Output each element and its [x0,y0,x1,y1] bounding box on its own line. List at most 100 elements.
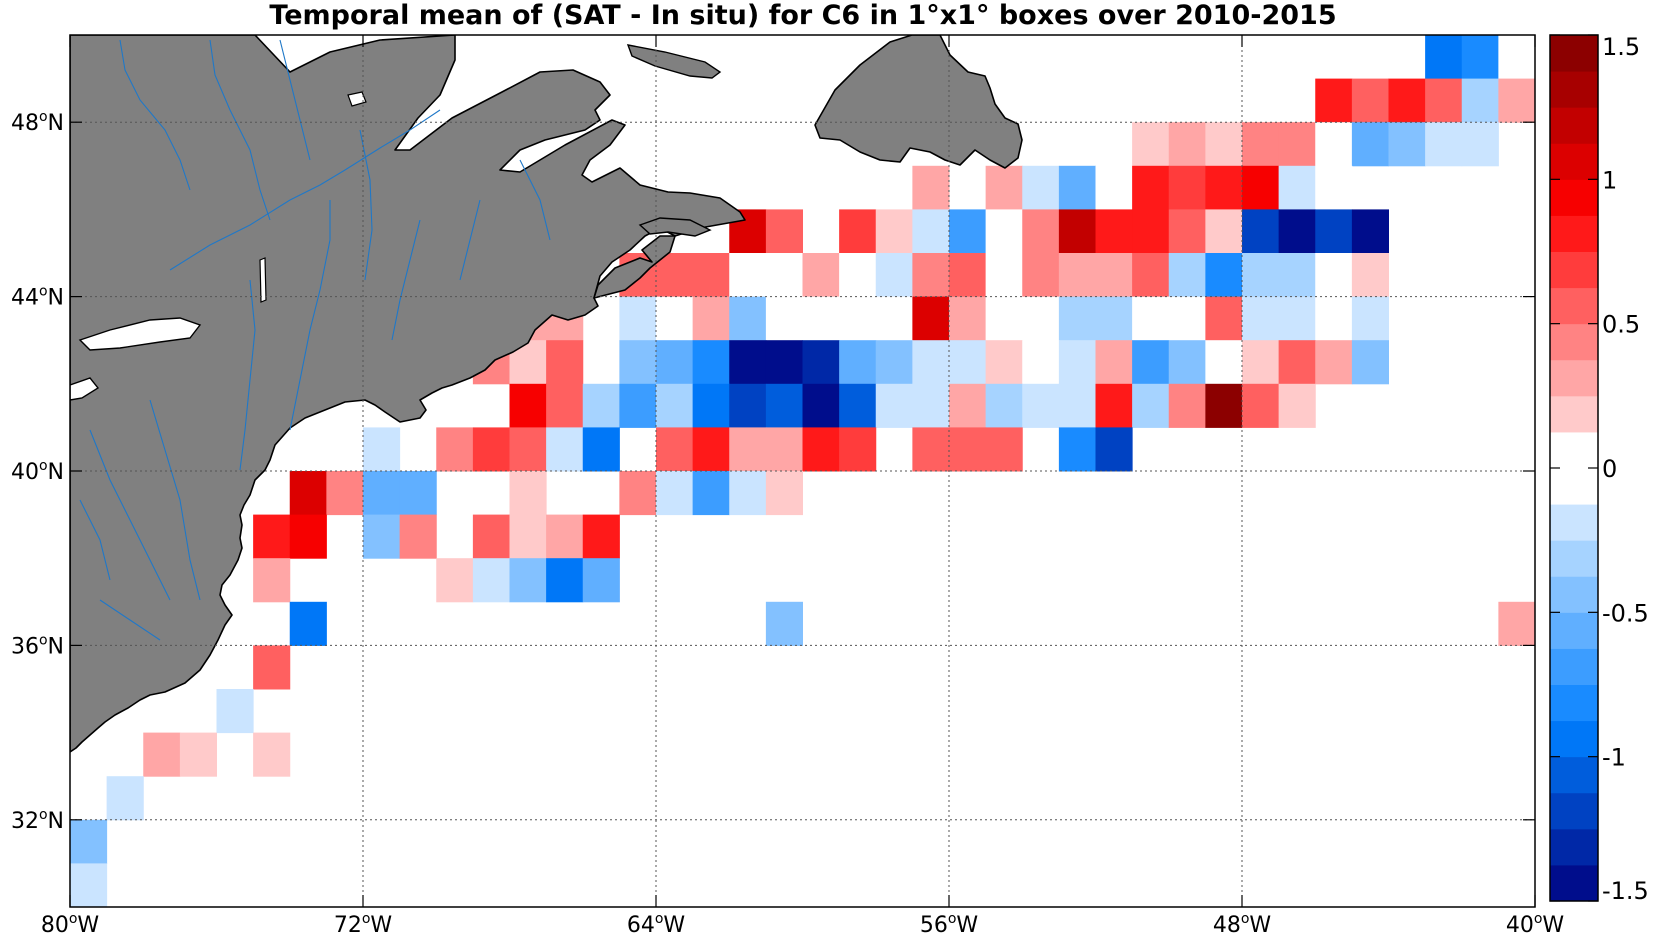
river [239,279,256,471]
x-tick-label: 56oW [920,911,979,938]
river [279,39,311,161]
heatmap-cell [1132,383,1170,428]
colorbar-segment [1550,215,1598,252]
x-tick-label: 40oW [1506,911,1565,938]
heatmap-cell [656,427,694,472]
colorbar-segment [1550,756,1598,794]
heatmap-cell [1498,601,1535,646]
heatmap-cell [1022,296,1060,341]
heatmap-cell [1351,78,1389,123]
heatmap-cell [1132,165,1170,210]
heatmap-cell [1095,296,1133,341]
heatmap-cell [509,471,547,516]
x-tick-label: 72oW [334,911,393,938]
heatmap-cell [1278,296,1316,341]
y-axis-ticks: 32oN 36oN 40oN 44oN 48oN [11,109,1535,834]
heatmap-cell [765,471,803,516]
heatmap-cell [1461,122,1499,167]
heatmap-cell [692,427,730,472]
y-tick-label: 36oN [11,632,64,659]
colorbar-segment [1550,576,1598,613]
heatmap-cell [1132,296,1170,341]
heatmap-cell [399,471,437,516]
land-pei [638,217,712,237]
colorbar-segment [1550,828,1598,866]
heatmap-cell [985,165,1023,210]
colorbar-tick-label: -0.5 [1602,599,1649,627]
lake-ontario [78,317,202,351]
heatmap-cell [582,514,620,559]
colorbar-tick-label: 1 [1602,166,1617,194]
heatmap-cell [1498,35,1535,80]
heatmap-cell [1205,383,1243,428]
colorbar-tick-label: 0 [1602,455,1617,483]
heatmap-cell [1351,209,1389,254]
heatmap-cell [1168,122,1206,167]
heatmap-cell [1242,122,1280,167]
river [209,39,271,221]
land-anticosti [626,44,722,79]
colorbar-segment [1550,540,1598,577]
heatmap-cell [1022,340,1060,385]
heatmap-cell [912,296,950,341]
heatmap-cell [985,340,1023,385]
colorbar-segment [1550,431,1598,469]
heatmap-cell [582,558,620,603]
heatmap-cell [619,296,657,341]
heatmap-cell [839,383,877,428]
heatmap-cell [949,383,987,428]
heatmap-cell [912,253,950,298]
heatmap-cell [1315,296,1353,341]
colorbar-segment [1550,179,1598,216]
lake-st-jean [347,91,367,107]
heatmap-cell [1425,35,1463,80]
heatmap-cell [1022,209,1060,254]
heatmap-cell [912,427,950,472]
heatmap-cell [1058,383,1096,428]
heatmap-cell [1351,253,1389,298]
heatmap-cell [692,296,730,341]
heatmap-cell [839,253,877,298]
colorbar-segment [1550,684,1598,722]
river [119,39,191,191]
heatmap-cell [1058,209,1096,254]
heatmap-cell [1205,209,1243,254]
x-axis-ticks: 80oW 72oW 64oW 56oW 48oW 40oW [41,35,1565,938]
heatmap-cell [1132,253,1170,298]
heatmap-cell [875,253,913,298]
heatmap-cell [436,427,474,472]
colorbar: -1.5 -1 -0.5 0 0.5 1 1.5 [1549,33,1649,905]
river [149,399,201,601]
heatmap-cell [1278,122,1316,167]
heatmap-cell [1168,253,1206,298]
heatmap-cell [1315,122,1353,167]
heatmap-cell [839,427,877,472]
heatmap-cell [582,427,620,472]
heatmap-cell [912,340,950,385]
heatmap-cell [1132,209,1170,254]
heatmap-cell [472,558,510,603]
heatmap-cell [253,558,291,603]
heatmap-cell [509,558,547,603]
land-cape-breton [593,235,676,299]
heatmap-cell [1242,383,1280,428]
heatmap-cell [1242,165,1280,210]
heatmap-cell [472,514,510,559]
heatmap-cell [436,558,474,603]
heatmap-cell [765,296,803,341]
heatmap-cell [619,340,657,385]
heatmap-cell [765,209,803,254]
gridlines [70,35,1535,907]
heatmap-cell [1058,253,1096,298]
heatmap-cell [289,514,327,559]
heatmap-cell [729,296,767,341]
heatmap-cell [692,340,730,385]
heatmap-cell [1205,165,1243,210]
heatmap-cell [1168,340,1206,385]
heatmap-cell [1132,340,1170,385]
heatmap-cell [289,471,327,516]
heatmap-cell [363,514,401,559]
heatmap-cell [546,427,584,472]
heatmap-cell [912,165,950,210]
